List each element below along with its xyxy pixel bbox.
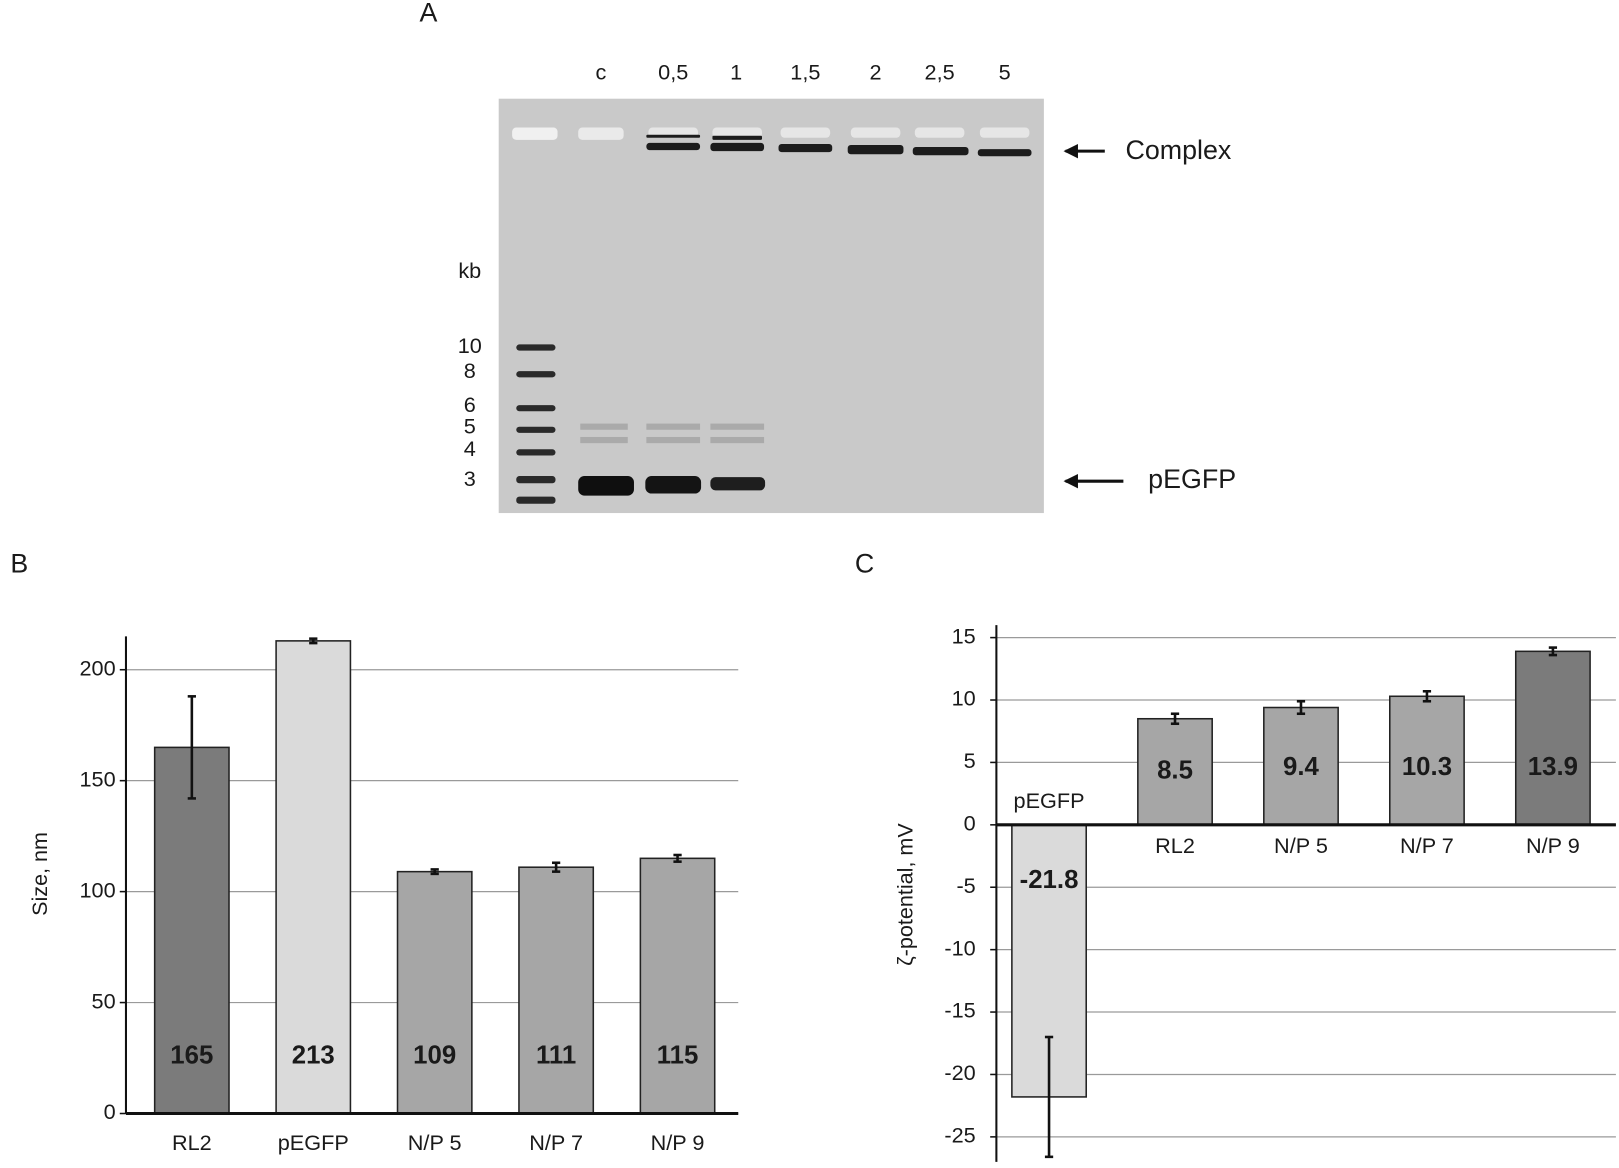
y-tick-label: 100 <box>79 877 115 902</box>
y-tick-label: 200 <box>79 655 115 680</box>
marker-label: 5 <box>464 413 476 438</box>
x-tick-label: RL2 <box>1155 833 1195 858</box>
value-label: 9.4 <box>1283 753 1320 781</box>
value-label: 8.5 <box>1157 757 1193 785</box>
lane-label: 2 <box>870 60 882 85</box>
value-label: -21.8 <box>1020 866 1079 894</box>
y-tick-label: -25 <box>944 1123 975 1148</box>
y-tick-label: -20 <box>944 1060 975 1085</box>
y-tick-label: 10 <box>952 686 976 711</box>
y-tick-label: 15 <box>952 623 976 648</box>
arrow-head <box>1063 143 1078 159</box>
value-label: 111 <box>536 1042 576 1070</box>
marker-label: 10 <box>458 333 482 358</box>
y-tick-label: -10 <box>944 935 975 960</box>
annotation: pEGFP <box>1148 464 1236 494</box>
lane-label: 1 <box>730 60 742 85</box>
y-tick-label: 50 <box>92 988 116 1013</box>
bar <box>275 640 352 1115</box>
x-tick-label: N/P 7 <box>1400 833 1454 858</box>
value-label: 165 <box>170 1042 213 1070</box>
x-tick-label: N/P 5 <box>408 1130 462 1155</box>
bar <box>639 857 716 1115</box>
value-label: 109 <box>413 1042 456 1070</box>
y-tick-label: 0 <box>104 1099 116 1124</box>
y-axis-label: Size, nm <box>27 832 52 916</box>
x-tick-label: RL2 <box>172 1130 212 1155</box>
bar <box>518 866 595 1115</box>
value-label: 115 <box>657 1042 699 1070</box>
lane-label: 0,5 <box>658 60 688 85</box>
value-label: 213 <box>292 1042 335 1070</box>
bar <box>1263 706 1339 826</box>
y-tick-label: 0 <box>964 811 976 836</box>
value-label: 10.3 <box>1402 753 1452 781</box>
x-tick-label: pEGFP <box>278 1130 349 1155</box>
x-tick-label: N/P 7 <box>529 1130 583 1155</box>
x-tick-label: N/P 9 <box>651 1130 705 1155</box>
marker-label: 8 <box>464 358 476 383</box>
panel-label: B <box>10 549 28 579</box>
x-tick-label: pEGFP <box>1014 788 1085 813</box>
panel-label: C <box>855 549 874 579</box>
x-tick-label: N/P 9 <box>1526 833 1580 858</box>
panel-label: A <box>420 0 438 27</box>
marker-label: 3 <box>464 466 476 491</box>
bar <box>396 870 473 1115</box>
marker-unit: kb <box>458 258 481 283</box>
gel <box>498 98 1044 514</box>
lane-label: 2,5 <box>925 60 955 85</box>
bar <box>1137 717 1213 826</box>
arrow-head <box>1063 473 1078 489</box>
marker-label: 4 <box>464 436 476 461</box>
y-axis-label: ζ-potential, mV <box>892 823 917 966</box>
lane-label: c <box>596 60 607 85</box>
value-label: 13.9 <box>1528 753 1578 781</box>
x-tick-label: N/P 5 <box>1274 833 1328 858</box>
y-tick-label: -5 <box>956 873 975 898</box>
annotation: Complex <box>1125 135 1231 165</box>
marker-label: 6 <box>464 392 476 417</box>
bar <box>1514 650 1591 826</box>
y-tick-label: 5 <box>964 748 976 773</box>
lane-label: 5 <box>999 60 1011 85</box>
y-tick-label: -15 <box>944 998 975 1023</box>
y-tick-label: 150 <box>79 766 115 791</box>
lane-label: 1,5 <box>790 60 820 85</box>
